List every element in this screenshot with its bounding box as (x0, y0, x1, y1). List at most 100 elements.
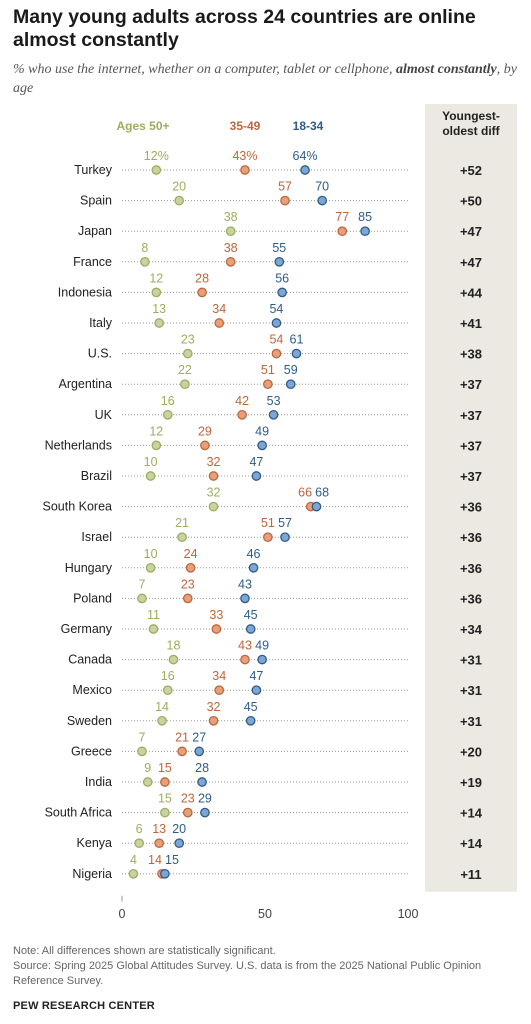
dot-turkey-18-34 (300, 165, 310, 175)
dot-greece-ages-50- (137, 746, 147, 757)
dot-brazil-35-49 (208, 471, 219, 481)
country-label-u-s: U.S. (88, 347, 112, 361)
country-label-south-korea: South Korea (43, 500, 113, 514)
value-label-netherlands-35-49: 29 (198, 424, 212, 438)
chart-title: Many young adults across 24 countries ar… (13, 6, 476, 51)
country-label-sweden: Sweden (67, 714, 112, 728)
diff-label-south-korea: +36 (460, 500, 482, 515)
dot-greece-18-34 (194, 746, 205, 757)
diff-label-poland: +36 (460, 591, 482, 606)
dot-hungary-35-49 (185, 562, 196, 573)
diff-label-hungary: +36 (460, 561, 482, 576)
diff-label-kenya: +14 (460, 836, 483, 851)
value-label-sweden-18-34: 45 (244, 700, 258, 714)
value-label-argentina-ages-50-: 22 (178, 363, 192, 377)
diff-label-germany: +34 (460, 622, 483, 637)
value-label-hungary-35-49: 24 (184, 547, 198, 561)
dot-uk-ages-50- (162, 409, 173, 420)
value-label-japan-ages-50-: 38 (224, 210, 238, 224)
country-label-netherlands: Netherlands (45, 438, 112, 452)
value-label-israel-18-34: 57 (278, 516, 292, 530)
country-label-indonesia: Indonesia (58, 285, 112, 299)
value-label-germany-ages-50-: 11 (147, 608, 160, 622)
value-label-brazil-ages-50-: 10 (144, 455, 158, 469)
country-label-brazil: Brazil (81, 469, 112, 483)
dot-u-s-ages-50- (182, 348, 193, 359)
value-label-canada-35-49: 43 (238, 639, 252, 653)
value-label-sweden-ages-50-: 14 (155, 700, 169, 714)
country-label-canada: Canada (68, 653, 112, 667)
dot-argentina-18-34 (285, 379, 296, 390)
value-label-greece-ages-50-: 7 (139, 730, 146, 744)
diff-label-netherlands: +37 (460, 438, 482, 453)
dot-italy-35-49 (214, 318, 225, 328)
dot-germany-35-49 (211, 624, 222, 634)
diff-label-india: +19 (460, 775, 482, 790)
value-label-israel-35-49: 51 (261, 516, 275, 530)
value-label-brazil-18-34: 47 (249, 455, 263, 469)
dot-u-s-35-49 (271, 348, 282, 359)
value-label-greece-18-34: 27 (192, 730, 206, 744)
value-label-netherlands-18-34: 49 (255, 424, 269, 438)
value-label-italy-ages-50-: 13 (152, 302, 166, 316)
value-label-france-ages-50-: 8 (141, 241, 148, 255)
dot-france-18-34 (274, 256, 285, 267)
x-axis-tick-label-0: 0 (119, 907, 126, 921)
country-label-germany: Germany (61, 622, 113, 636)
country-label-kenya: Kenya (77, 836, 112, 850)
dot-france-35-49 (225, 256, 236, 267)
value-label-mexico-18-34: 47 (249, 669, 263, 683)
dot-brazil-ages-50- (145, 471, 156, 481)
value-label-nigeria-18-34: 15 (165, 853, 179, 867)
value-label-kenya-35-49: 13 (152, 822, 166, 836)
value-label-brazil-35-49: 32 (207, 455, 221, 469)
value-label-turkey-18-34: 64% (293, 149, 318, 163)
dot-turkey-ages-50- (151, 165, 162, 175)
subtitle-emphasis: almost constantly (396, 62, 497, 77)
value-label-indonesia-ages-50-: 12 (149, 271, 163, 285)
value-label-germany-18-34: 45 (244, 608, 258, 622)
value-label-poland-35-49: 23 (181, 577, 195, 591)
diff-label-u-s: +38 (460, 347, 482, 362)
value-label-canada-18-34: 49 (255, 639, 269, 653)
value-label-israel-ages-50-: 21 (175, 516, 189, 530)
value-label-south-korea-18-34: 68 (315, 486, 329, 500)
value-label-turkey-ages-50-: 12% (144, 149, 169, 163)
dot-indonesia-35-49 (197, 287, 207, 298)
value-label-france-18-34: 55 (272, 241, 286, 255)
dot-u-s-18-34 (291, 348, 302, 359)
dot-netherlands-18-34 (257, 440, 267, 451)
country-label-japan: Japan (78, 224, 112, 238)
country-label-india: India (85, 775, 112, 789)
dot-india-ages-50- (142, 777, 153, 787)
value-label-turkey-35-49: 43% (232, 149, 257, 163)
dot-turkey-35-49 (240, 165, 250, 175)
country-label-nigeria: Nigeria (72, 867, 112, 881)
country-label-israel: Israel (81, 530, 112, 544)
value-label-u-s-18-34: 61 (290, 333, 304, 347)
dot-spain-18-34 (317, 195, 328, 206)
dot-south-africa-ages-50- (160, 807, 170, 818)
diff-label-canada: +31 (460, 653, 482, 668)
diff-label-argentina: +37 (460, 377, 482, 392)
value-label-argentina-35-49: 51 (261, 363, 275, 377)
dot-brazil-18-34 (251, 471, 262, 481)
country-label-italy: Italy (89, 316, 113, 330)
dot-mexico-35-49 (214, 685, 225, 696)
diff-label-israel: +36 (460, 530, 482, 545)
chart-subtitle: % who use the internet, whether on a com… (13, 60, 518, 98)
value-label-indonesia-35-49: 28 (195, 271, 209, 285)
country-label-hungary: Hungary (65, 561, 113, 575)
diff-label-uk: +37 (460, 408, 482, 423)
dot-uk-18-34 (268, 409, 279, 420)
dot-argentina-35-49 (263, 379, 273, 390)
dot-sweden-18-34 (245, 715, 256, 726)
dot-canada-35-49 (240, 654, 250, 665)
diff-column-panel (425, 104, 517, 892)
value-label-hungary-ages-50-: 10 (144, 547, 158, 561)
diff-label-indonesia: +44 (460, 285, 483, 300)
value-label-kenya-18-34: 20 (172, 822, 186, 836)
value-label-italy-18-34: 54 (269, 302, 283, 316)
legend-18-34: 18-34 (293, 119, 324, 133)
value-label-south-korea-35-49: 66 (298, 486, 312, 500)
